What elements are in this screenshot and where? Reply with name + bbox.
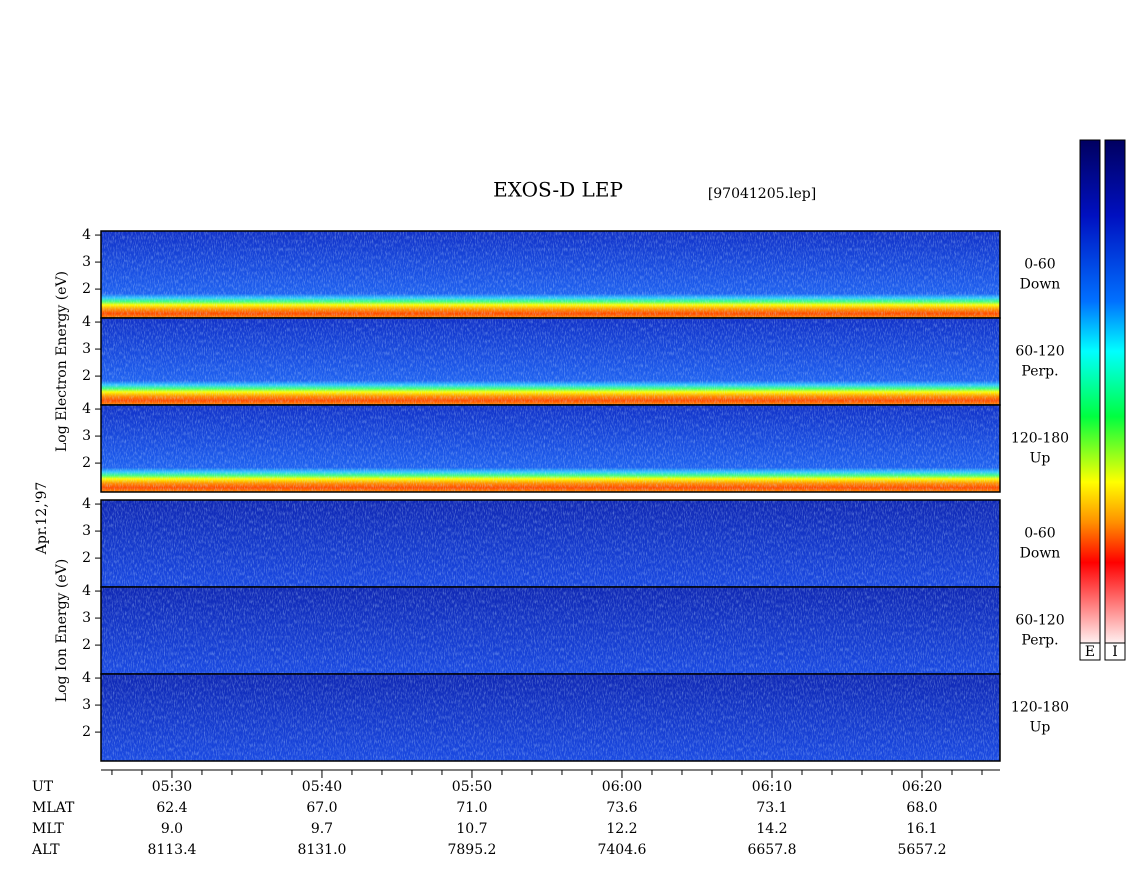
y-axis-label: Log Ion Energy (eV): [54, 559, 70, 702]
y-tick-label: 4: [82, 314, 91, 330]
spectrogram-noise: [101, 405, 1000, 492]
y-tick-label: 3: [82, 341, 91, 357]
table-cell: 16.1: [906, 821, 937, 837]
panel-pitch: 0-60: [1024, 526, 1055, 542]
y-tick-label: 3: [82, 428, 91, 444]
x-tick-label: 06:00: [602, 779, 642, 795]
table-cell: 12.2: [606, 821, 637, 837]
y-tick-label: 2: [82, 724, 91, 740]
x-tick-label: 06:10: [752, 779, 792, 795]
panel-pitch: 120-180: [1011, 700, 1069, 716]
x-tick-label: 05:50: [452, 779, 492, 795]
y-axis-label: Log Electron Energy (eV): [54, 271, 70, 452]
y-tick-label: 3: [82, 523, 91, 539]
y-tick-label: 3: [82, 254, 91, 270]
table-cell: 6657.8: [747, 842, 796, 858]
y-tick-label: 4: [82, 670, 91, 686]
panel-direction: Perp.: [1021, 633, 1058, 649]
panel-direction: Down: [1020, 546, 1061, 562]
x-tick-label: 05:30: [152, 779, 192, 795]
colorbar: [1079, 139, 1101, 644]
table-cell: 14.2: [756, 821, 787, 837]
table-cell: 5657.2: [897, 842, 946, 858]
table-cell: 62.4: [156, 800, 187, 816]
table-cell: 7404.6: [597, 842, 646, 858]
colorbar-box: [1104, 642, 1126, 661]
panel-direction: Down: [1020, 277, 1061, 293]
y-tick-label: 2: [82, 550, 91, 566]
table-cell: 67.0: [306, 800, 337, 816]
panel-frame: [100, 404, 1001, 493]
row-label: ALT: [31, 842, 60, 858]
date-label: Apr.12,'97: [34, 482, 50, 556]
panel-frame: [100, 673, 1001, 762]
panel-pitch: 60-120: [1015, 613, 1064, 629]
table-cell: 8113.4: [147, 842, 196, 858]
y-tick-label: 2: [82, 637, 91, 653]
y-tick-label: 2: [82, 455, 91, 471]
table-cell: 10.7: [456, 821, 487, 837]
table-cell: 8131.0: [297, 842, 346, 858]
table-cell: 7895.2: [447, 842, 496, 858]
x-tick-label: 06:20: [902, 779, 942, 795]
y-tick-label: 4: [82, 401, 91, 417]
table-cell: 9.0: [161, 821, 183, 837]
table-cell: 73.1: [756, 800, 787, 816]
colorbar-box: [1079, 642, 1101, 661]
row-label: MLT: [32, 821, 64, 837]
panel-pitch: 0-60: [1024, 257, 1055, 273]
spectrogram-noise: [101, 674, 1000, 761]
spectrogram-noise: [101, 318, 1000, 405]
ut-label: UT: [32, 779, 54, 795]
colorbar-label: E: [1085, 644, 1095, 660]
y-tick-label: 3: [82, 610, 91, 626]
y-tick-label: 2: [82, 368, 91, 384]
table-cell: 73.6: [606, 800, 637, 816]
spectrogram-noise: [101, 231, 1000, 318]
table-cell: 68.0: [906, 800, 937, 816]
table-cell: 9.7: [311, 821, 333, 837]
table-cell: 71.0: [456, 800, 487, 816]
y-tick-label: 2: [82, 281, 91, 297]
y-tick-label: 4: [82, 583, 91, 599]
colorbar: [1104, 139, 1126, 644]
y-tick-label: 4: [82, 227, 91, 243]
panel-pitch: 60-120: [1015, 344, 1064, 360]
y-tick-label: 3: [82, 697, 91, 713]
x-tick-label: 05:40: [302, 779, 342, 795]
panel-direction: Perp.: [1021, 364, 1058, 380]
file-label: [97041205.lep]: [708, 186, 816, 202]
row-label: MLAT: [32, 800, 75, 816]
panel-direction: Up: [1030, 451, 1051, 467]
spectrogram-noise: [101, 587, 1000, 674]
colorbar-label: I: [1112, 644, 1118, 660]
spectrogram-noise: [101, 500, 1000, 587]
chart-title: EXOS-D LEP: [493, 178, 623, 202]
panel-pitch: 120-180: [1011, 431, 1069, 447]
y-tick-label: 4: [82, 496, 91, 512]
panel-direction: Up: [1030, 720, 1051, 736]
